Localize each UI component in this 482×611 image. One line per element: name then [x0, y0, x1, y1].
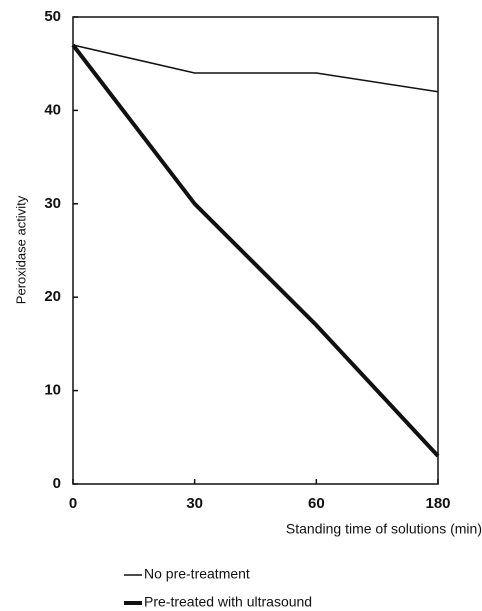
- legend-label: No pre-treatment: [144, 566, 250, 582]
- x-tick-label: 60: [308, 495, 325, 512]
- y-tick-label: 20: [44, 288, 61, 305]
- x-tick-label: 180: [425, 495, 450, 512]
- data-line: [73, 45, 438, 456]
- y-tick-label: 10: [44, 382, 61, 399]
- x-tick-label: 30: [186, 495, 203, 512]
- y-tick-label: 40: [44, 101, 61, 118]
- legend-label: Pre-treated with ultrasound: [144, 594, 312, 610]
- x-axis-label: Standing time of solutions (min): [286, 521, 482, 537]
- y-axis-label: Peroxidase activity: [13, 195, 28, 304]
- y-tick-label: 50: [44, 8, 61, 25]
- y-tick-label: 0: [53, 475, 61, 492]
- data-line: [73, 45, 438, 92]
- plot-frame: [73, 17, 438, 484]
- y-tick-label: 30: [44, 195, 61, 212]
- x-tick-label: 0: [69, 495, 77, 512]
- chart: Peroxidase activity Standing time of sol…: [0, 0, 482, 611]
